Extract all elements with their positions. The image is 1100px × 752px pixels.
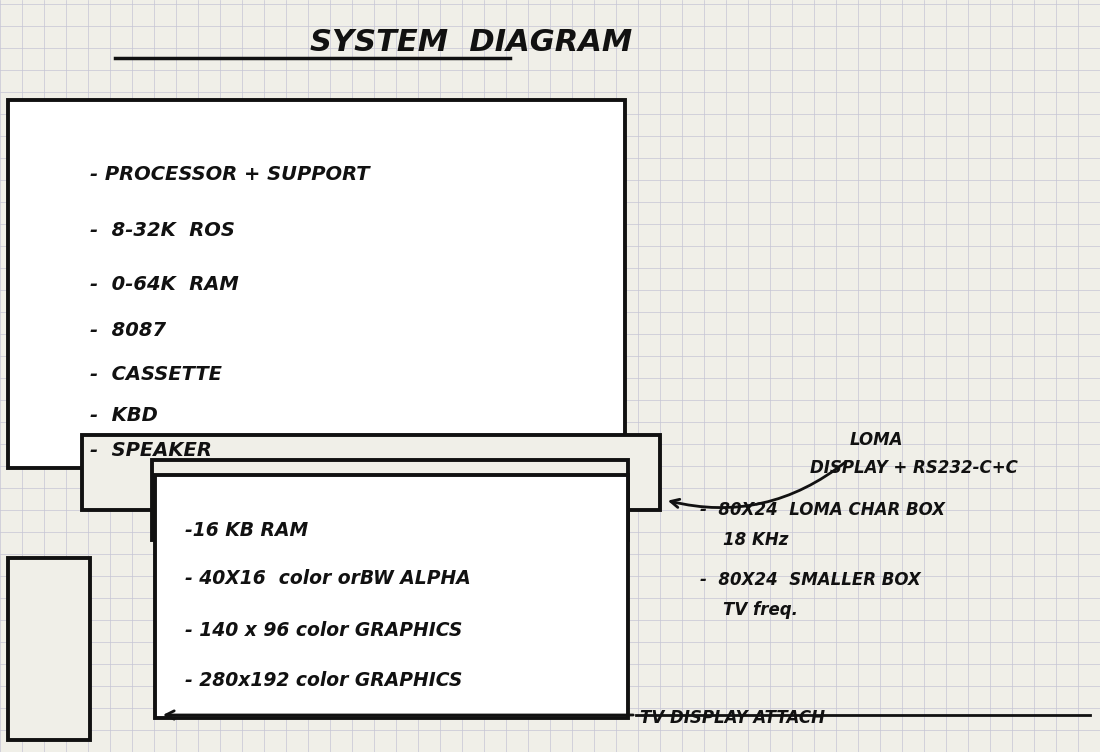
Bar	[152, 460, 628, 540]
Bar	[8, 558, 90, 740]
Text: DISPLAY + RS232-C+C: DISPLAY + RS232-C+C	[810, 459, 1018, 477]
Text: 18 KHz: 18 KHz	[700, 531, 789, 549]
Text: -16 KB RAM: -16 KB RAM	[185, 520, 308, 539]
Text: - 280x192 color GRAPHICS: - 280x192 color GRAPHICS	[185, 671, 462, 690]
Text: SYSTEM  DIAGRAM: SYSTEM DIAGRAM	[310, 28, 632, 57]
Text: - 40X16  color orBW ALPHA: - 40X16 color orBW ALPHA	[185, 569, 471, 587]
Text: TV freq.: TV freq.	[700, 601, 798, 619]
Bar	[155, 475, 628, 718]
Bar	[82, 435, 660, 510]
Text: - 140 x 96 color GRAPHICS: - 140 x 96 color GRAPHICS	[185, 620, 462, 639]
Text: -  80X24  SMALLER BOX: - 80X24 SMALLER BOX	[700, 571, 921, 589]
Text: -  CASSETTE: - CASSETTE	[90, 365, 222, 384]
Text: LOMA: LOMA	[850, 431, 903, 449]
Text: -  8087: - 8087	[90, 320, 166, 339]
Text: TV DISPLAY ATTACH: TV DISPLAY ATTACH	[640, 709, 825, 727]
Text: -  80X24  LOMA CHAR BOX: - 80X24 LOMA CHAR BOX	[700, 501, 945, 519]
Text: -  KBD: - KBD	[90, 405, 158, 424]
Bar	[8, 100, 625, 468]
Text: -  SPEAKER: - SPEAKER	[90, 441, 212, 459]
Text: -  0-64K  RAM: - 0-64K RAM	[90, 275, 239, 295]
Text: - PROCESSOR + SUPPORT: - PROCESSOR + SUPPORT	[90, 165, 370, 184]
Text: -  8-32K  ROS: - 8-32K ROS	[90, 220, 235, 239]
